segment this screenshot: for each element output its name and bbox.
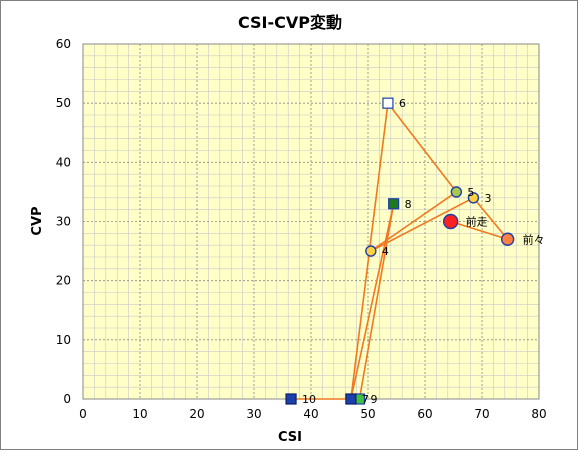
y-tick-label: 10 (56, 333, 71, 347)
data-point-前々 (500, 232, 515, 246)
path-segment (472, 197, 509, 240)
y-tick-label: 30 (56, 215, 71, 229)
x-tick-label: 10 (132, 407, 147, 421)
y-tick-label: 60 (56, 37, 71, 51)
y-axis-label: CVP (30, 206, 45, 235)
data-point-10 (285, 393, 297, 405)
data-label-8: 8 (405, 198, 412, 211)
data-point-7 (345, 393, 357, 405)
data-label-4: 4 (382, 245, 389, 258)
data-label-7: 7 (362, 393, 369, 406)
path-segment (450, 220, 508, 241)
y-tick-label: 50 (56, 96, 71, 110)
x-tick-labels: 0 10 20 30 40 50 60 70 80 (79, 407, 546, 421)
path-segment (370, 197, 474, 252)
path-segment (387, 102, 457, 193)
path-segment (370, 191, 457, 252)
data-label-9: 9 (370, 393, 377, 406)
data-label-5: 5 (467, 186, 474, 199)
x-tick-label: 40 (303, 407, 318, 421)
x-axis-label: CSI (278, 430, 302, 445)
data-label-10: 10 (302, 393, 316, 406)
data-point-前走 (442, 213, 459, 230)
data-point-4 (365, 245, 377, 257)
chart-title: CSI-CVP変動 (238, 13, 342, 32)
path-segment (358, 203, 395, 400)
data-point-8 (388, 198, 400, 210)
y-tick-label: 40 (56, 155, 71, 169)
x-tick-label: 50 (360, 407, 375, 421)
data-label-3: 3 (484, 192, 491, 205)
y-tick-labels: 0 10 20 30 40 50 60 (56, 37, 71, 406)
x-tick-label: 70 (474, 407, 489, 421)
y-tick-label: 0 (63, 392, 71, 406)
data-point-5 (450, 186, 463, 198)
data-labels: 10 9 8 7 6 5 4 3 前々 前走 (302, 97, 545, 406)
x-tick-label: 30 (246, 407, 261, 421)
data-point-3 (467, 192, 480, 204)
major-gridlines (83, 44, 539, 399)
data-point-6 (382, 97, 394, 109)
y-tick-label: 20 (56, 274, 71, 288)
data-label-6: 6 (399, 97, 406, 110)
x-tick-label: 0 (79, 407, 87, 421)
data-label-前々: 前々 (523, 232, 545, 246)
x-tick-label: 80 (531, 407, 546, 421)
path-segment (350, 203, 395, 400)
x-tick-label: 20 (189, 407, 204, 421)
data-markers (285, 97, 515, 405)
x-tick-label: 60 (417, 407, 432, 421)
data-label-前走: 前走 (466, 215, 488, 229)
